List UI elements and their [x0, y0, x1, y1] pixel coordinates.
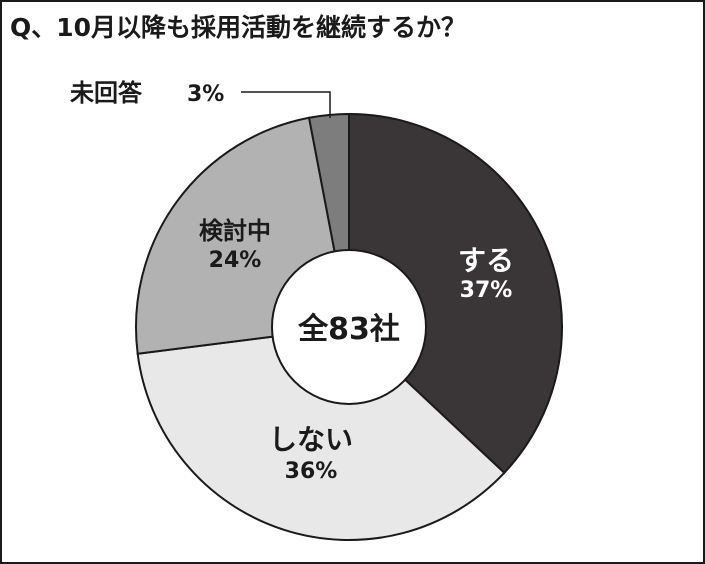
center-total-label: 全83社	[297, 312, 400, 347]
slice-value-suru: 37%	[460, 278, 513, 303]
slice-value-mikaitou: 3%	[187, 82, 224, 107]
chart-title: Q、10月以降も採用活動を継続するか？	[10, 13, 467, 42]
donut-hole	[271, 249, 427, 405]
slice-label-shinai: しない	[269, 423, 353, 456]
slice-suru	[348, 112, 563, 475]
callout-line-mikaitou	[241, 91, 331, 118]
slice-shinai	[136, 325, 506, 541]
slice-value-shinai: 36%	[285, 459, 338, 484]
slice-label-kentouchuu: 検討中	[199, 217, 271, 245]
slice-value-kentouchuu: 24%	[209, 248, 262, 273]
slice-label-suru: する	[458, 244, 514, 277]
slice-label-mikaitou: 未回答	[70, 79, 143, 107]
